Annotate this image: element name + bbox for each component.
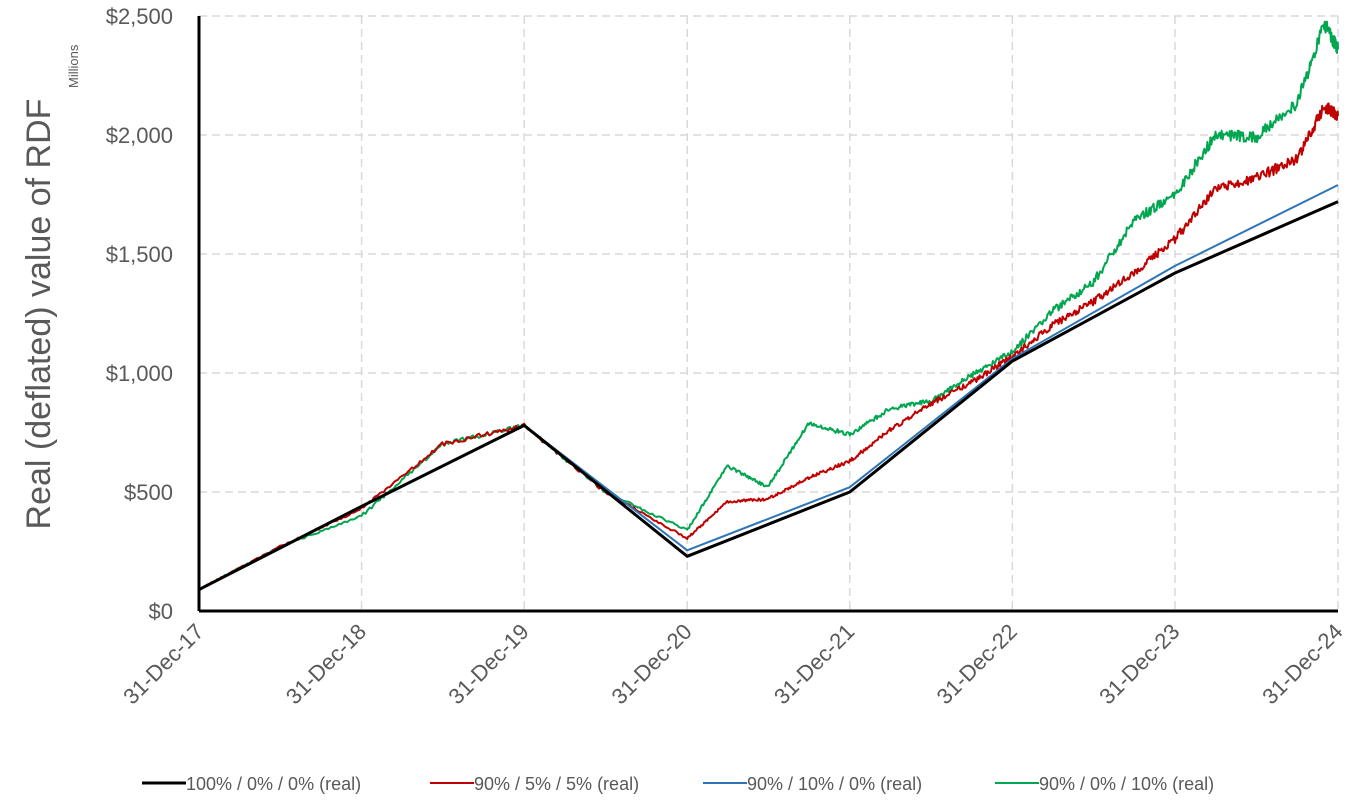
y-tick-labels: $0 $500 $1,000 $1,500 $2,000 $2,500 [106, 4, 173, 624]
legend-label: 90% / 5% / 5% (real) [474, 774, 639, 794]
y-tick-label: $0 [149, 599, 173, 624]
series-line-4 [198, 20, 1339, 591]
axes [197, 16, 1338, 613]
y-axis-label: Real (deflated) value of RDF [20, 99, 58, 530]
legend-item: 100% / 0% / 0% (real) [142, 774, 361, 794]
y-tick-label: $2,500 [106, 4, 173, 29]
legend: 100% / 0% / 0% (real) 90% / 5% / 5% (real… [142, 774, 1214, 794]
series-layer [198, 20, 1339, 592]
legend-label: 90% / 0% / 10% (real) [1039, 774, 1214, 794]
x-tick-label: 31-Dec-23 [1094, 619, 1184, 709]
gridlines [199, 15, 1339, 611]
legend-label: 90% / 10% / 0% (real) [747, 774, 922, 794]
y-tick-label: $1,500 [106, 242, 173, 267]
y-tick-label: $1,000 [106, 361, 173, 386]
legend-item: 90% / 0% / 10% (real) [995, 774, 1214, 794]
x-tick-labels: 31-Dec-17 31-Dec-18 31-Dec-19 31-Dec-20 31-D… [118, 619, 1347, 709]
x-tick-label: 31-Dec-18 [281, 619, 371, 709]
series-line-1 [198, 200, 1339, 591]
x-tick-label: 31-Dec-19 [443, 619, 533, 709]
legend-item: 90% / 10% / 0% (real) [703, 774, 922, 794]
y-tick-label: $2,000 [106, 123, 173, 148]
x-tick-label: 31-Dec-20 [606, 619, 696, 709]
y-tick-label: $500 [124, 480, 173, 505]
series-line-2 [198, 102, 1339, 592]
x-tick-label: 31-Dec-21 [769, 619, 859, 709]
legend-label: 100% / 0% / 0% (real) [186, 774, 361, 794]
x-tick-label: 31-Dec-17 [118, 619, 208, 709]
x-tick-label: 31-Dec-24 [1257, 619, 1347, 709]
y-axis-unit: Millions [66, 44, 81, 88]
legend-item: 90% / 5% / 5% (real) [430, 774, 639, 794]
x-tick-label: 31-Dec-22 [932, 619, 1022, 709]
